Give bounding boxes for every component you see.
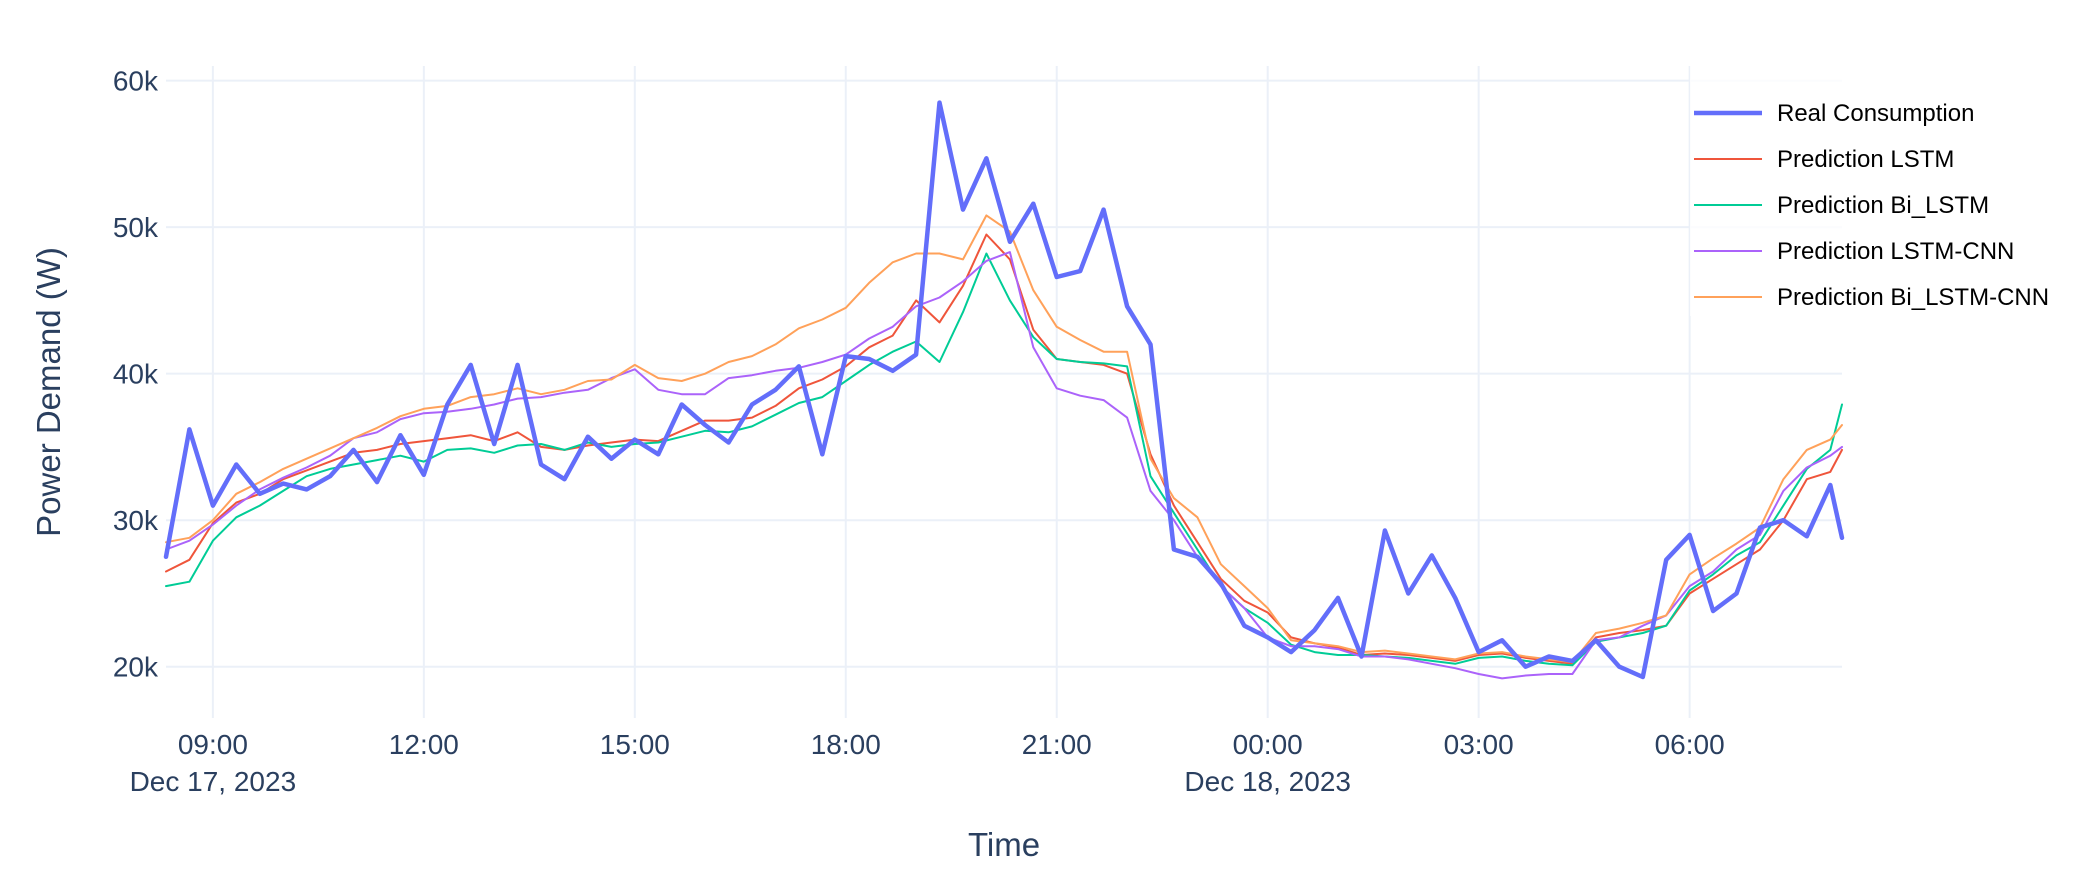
x-date-label: Dec 18, 2023 — [1184, 766, 1351, 797]
x-tick-label: 18:00 — [811, 729, 881, 760]
y-tick-label: 20k — [113, 652, 159, 683]
x-tick-label: 00:00 — [1233, 729, 1303, 760]
grid-lines — [166, 66, 1842, 718]
legend-label: Prediction LSTM-CNN — [1777, 238, 2014, 265]
legend-label: Prediction LSTM — [1777, 146, 1954, 173]
legend-item[interactable]: Prediction Bi_LSTM — [1694, 192, 1989, 219]
y-tick-label: 60k — [113, 66, 159, 97]
x-tick-label: 06:00 — [1655, 729, 1725, 760]
y-tick-label: 30k — [113, 505, 159, 536]
x-tick-label: 15:00 — [600, 729, 670, 760]
y-axis-title: Power Demand (W) — [30, 247, 67, 537]
series-line-real-consumption — [163, 100, 1845, 680]
x-axis-title: Time — [968, 826, 1040, 863]
x-axis-ticks: 09:00 12:00 15:00 18:00 21:00 00:00 03:00 06:00… — [130, 729, 1725, 797]
y-axis-ticks: 20k 30k 40k 50k 60k — [113, 66, 159, 683]
legend-background — [1690, 66, 2080, 316]
legend-item[interactable]: Prediction Bi_LSTM-CNN — [1694, 284, 2049, 311]
legend-item[interactable]: Prediction LSTM-CNN — [1694, 238, 2014, 265]
legend-item[interactable]: Prediction LSTM — [1694, 146, 1954, 173]
series-line-prediction-lstm — [165, 233, 1843, 665]
plot-area — [166, 66, 1842, 718]
series-line-prediction-lstm-cnn — [165, 251, 1843, 680]
x-tick-label: 09:00 — [178, 729, 248, 760]
x-tick-label: 03:00 — [1444, 729, 1514, 760]
x-date-label: Dec 17, 2023 — [130, 766, 297, 797]
series-lines — [163, 100, 1845, 680]
y-tick-label: 40k — [113, 359, 159, 390]
legend-label: Prediction Bi_LSTM — [1777, 192, 1989, 219]
x-tick-label: 21:00 — [1022, 729, 1092, 760]
x-tick-label: 12:00 — [389, 729, 459, 760]
legend[interactable]: Real Consumption Prediction LSTM Predictio… — [1690, 66, 2080, 316]
legend-label: Real Consumption — [1777, 100, 1974, 127]
y-tick-label: 50k — [113, 212, 159, 243]
series-line-prediction-bi-lstm — [165, 252, 1843, 667]
legend-item[interactable]: Real Consumption — [1694, 100, 1974, 127]
legend-label: Prediction Bi_LSTM-CNN — [1777, 284, 2049, 311]
